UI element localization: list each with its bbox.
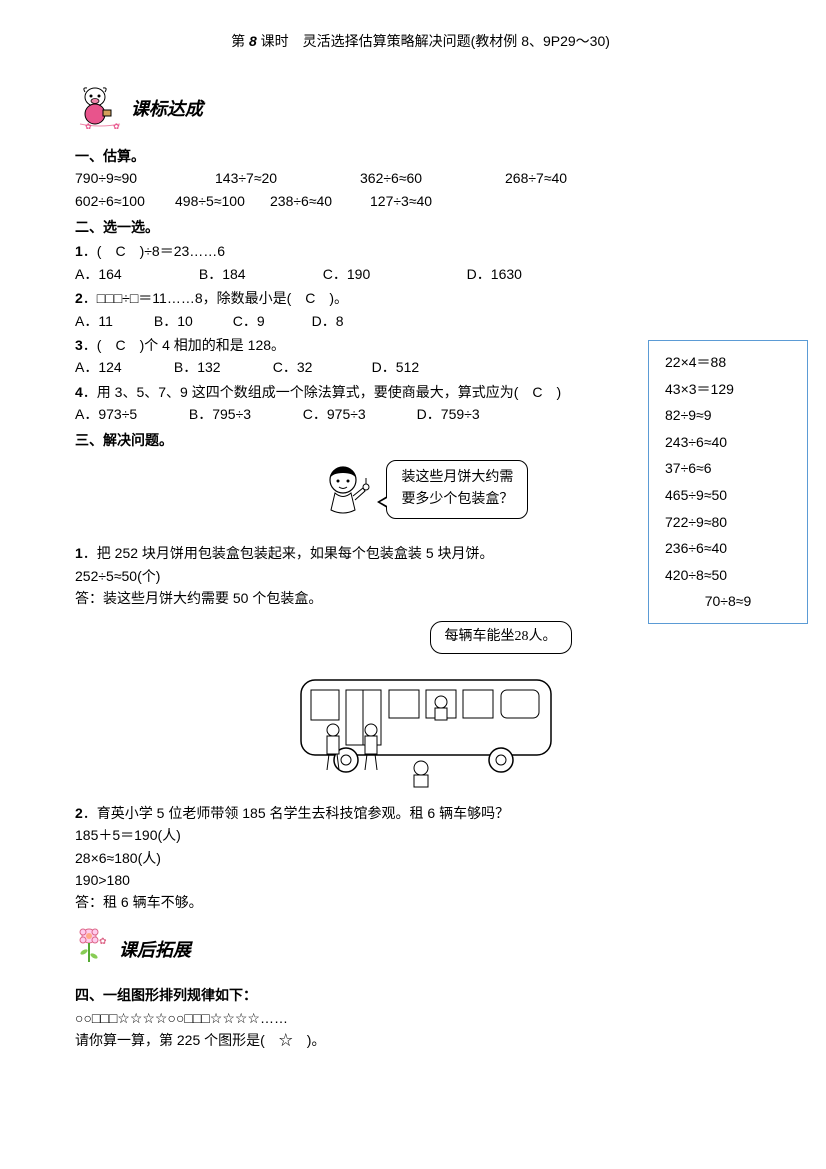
- side-item: 43×3＝129: [665, 376, 791, 403]
- est-item: 498÷5≈100: [175, 190, 270, 212]
- opt-a: A．11: [75, 310, 150, 332]
- bus-speech-bubble: 每辆车能坐28人。: [430, 621, 572, 653]
- child-icon: [313, 460, 373, 536]
- p2-answer: 答：租 6 辆车不够。: [75, 891, 766, 913]
- p2-calc-2: 28×6≈180(人): [75, 847, 766, 869]
- opt-c: C．9: [233, 310, 308, 332]
- est-item: 127÷3≈40: [370, 190, 432, 212]
- opt-d: D．759÷3: [417, 403, 527, 425]
- opt-b: B．795÷3: [189, 403, 299, 425]
- title-suffix: 课时 灵活选择估算策略解决问题(教材例 8、9P29～30): [261, 33, 610, 49]
- title-prefix: 第: [231, 33, 245, 49]
- svg-text:✿: ✿: [113, 122, 120, 130]
- q1-options: A．164 B．184 C．190 D．1630: [75, 263, 766, 285]
- cow-mascot-icon: ✿ ✿: [75, 82, 125, 136]
- opt-c: C．975÷3: [303, 403, 413, 425]
- opt-b: B．10: [154, 310, 229, 332]
- opt-c: C．190: [323, 263, 463, 285]
- q2-stem: ．□□□÷□＝11……8，除数最小是( C )。: [83, 290, 348, 306]
- opt-a: A．124: [75, 356, 170, 378]
- speech-bubble-1: 装这些月饼大约需 要多少个包装盒？: [386, 460, 528, 519]
- question-1: 1．( C )÷8＝23……6: [75, 240, 766, 262]
- q1-stem: ．( C )÷8＝23……6: [83, 243, 225, 259]
- opt-d: D．512: [372, 356, 467, 378]
- section-4-title: 四、一组图形排列规律如下：: [75, 984, 766, 1006]
- title-number: 8: [249, 33, 257, 49]
- side-item: 22×4＝88: [665, 349, 791, 376]
- section-header-2: ✿ 课后拓展: [75, 924, 766, 976]
- section-header-1: ✿ ✿ 课标达成: [75, 82, 766, 136]
- illustration-2: 每辆车能坐28人。: [75, 621, 766, 789]
- opt-d: D．8: [312, 310, 387, 332]
- question-2: 2．□□□÷□＝11……8，除数最小是( C )。: [75, 287, 766, 309]
- est-item: 362÷6≈60: [360, 167, 505, 189]
- q2-options: A．11 B．10 C．9 D．8: [75, 310, 766, 332]
- problem-2: 2．育英小学 5 位老师带领 185 名学生去科技馆参观。租 6 辆车够吗？: [75, 802, 766, 824]
- side-item: 420÷8≈50: [665, 562, 791, 589]
- est-item: 143÷7≈20: [215, 167, 360, 189]
- p2-calc-3: 190>180: [75, 869, 766, 891]
- section-2-title: 二、选一选。: [75, 216, 766, 238]
- svg-text:✿: ✿: [99, 936, 107, 946]
- q3-stem: ．( C )个 4 相加的和是 128。: [83, 337, 285, 353]
- svg-text:✿: ✿: [85, 122, 92, 130]
- est-item: 602÷6≈100: [75, 190, 175, 212]
- flower-mascot-icon: ✿: [75, 924, 113, 976]
- bubble-line-1: 装这些月饼大约需: [401, 470, 513, 485]
- est-item: 268÷7≈40: [505, 167, 567, 189]
- est-item: 790÷9≈90: [75, 167, 215, 189]
- pattern-sequence: ○○□□□☆☆☆☆○○□□□☆☆☆☆……: [75, 1007, 766, 1029]
- opt-b: B．132: [174, 356, 269, 378]
- side-item: 236÷6≈40: [665, 535, 791, 562]
- opt-a: A．973÷5: [75, 403, 185, 425]
- side-item: 243÷6≈40: [665, 429, 791, 456]
- p2-stem: ．育英小学 5 位老师带领 185 名学生去科技馆参观。租 6 辆车够吗？: [83, 805, 509, 821]
- side-calculation-box: 22×4＝88 43×3＝129 82÷9≈9 243÷6≈40 37÷6≈6 …: [648, 340, 808, 624]
- opt-a: A．164: [75, 263, 195, 285]
- opt-d: D．1630: [467, 263, 587, 285]
- section-4-question: 请你算一算，第 225 个图形是( ☆ )。: [75, 1029, 766, 1051]
- estimate-row-1: 790÷9≈90 143÷7≈20 362÷6≈60 268÷7≈40: [75, 167, 766, 189]
- p2-calc-1: 185＋5＝190(人): [75, 824, 766, 846]
- section-1-title: 一、估算。: [75, 145, 766, 167]
- p1-stem: ．把 252 块月饼用包装盒包装起来，如果每个包装盒装 5 块月饼。: [83, 545, 494, 561]
- header-2-text: 课后拓展: [119, 936, 191, 965]
- est-item: 238÷6≈40: [270, 190, 370, 212]
- opt-c: C．32: [273, 356, 368, 378]
- side-item: 722÷9≈80: [665, 509, 791, 536]
- bus-icon: [271, 660, 571, 790]
- side-item: 70÷8≈9: [665, 588, 791, 615]
- opt-b: B．184: [199, 263, 319, 285]
- header-1-text: 课标达成: [131, 95, 203, 124]
- bubble-line-2: 要多少个包装盒？: [401, 492, 513, 507]
- page-title: 第 8 课时 灵活选择估算策略解决问题(教材例 8、9P29～30): [75, 30, 766, 52]
- q4-stem: ．用 3、5、7、9 这四个数组成一个除法算式，要使商最大，算式应为( C ): [83, 384, 561, 400]
- side-item: 465÷9≈50: [665, 482, 791, 509]
- side-item: 82÷9≈9: [665, 402, 791, 429]
- side-item: 37÷6≈6: [665, 455, 791, 482]
- estimate-row-2: 602÷6≈100 498÷5≈100 238÷6≈40 127÷3≈40: [75, 190, 766, 212]
